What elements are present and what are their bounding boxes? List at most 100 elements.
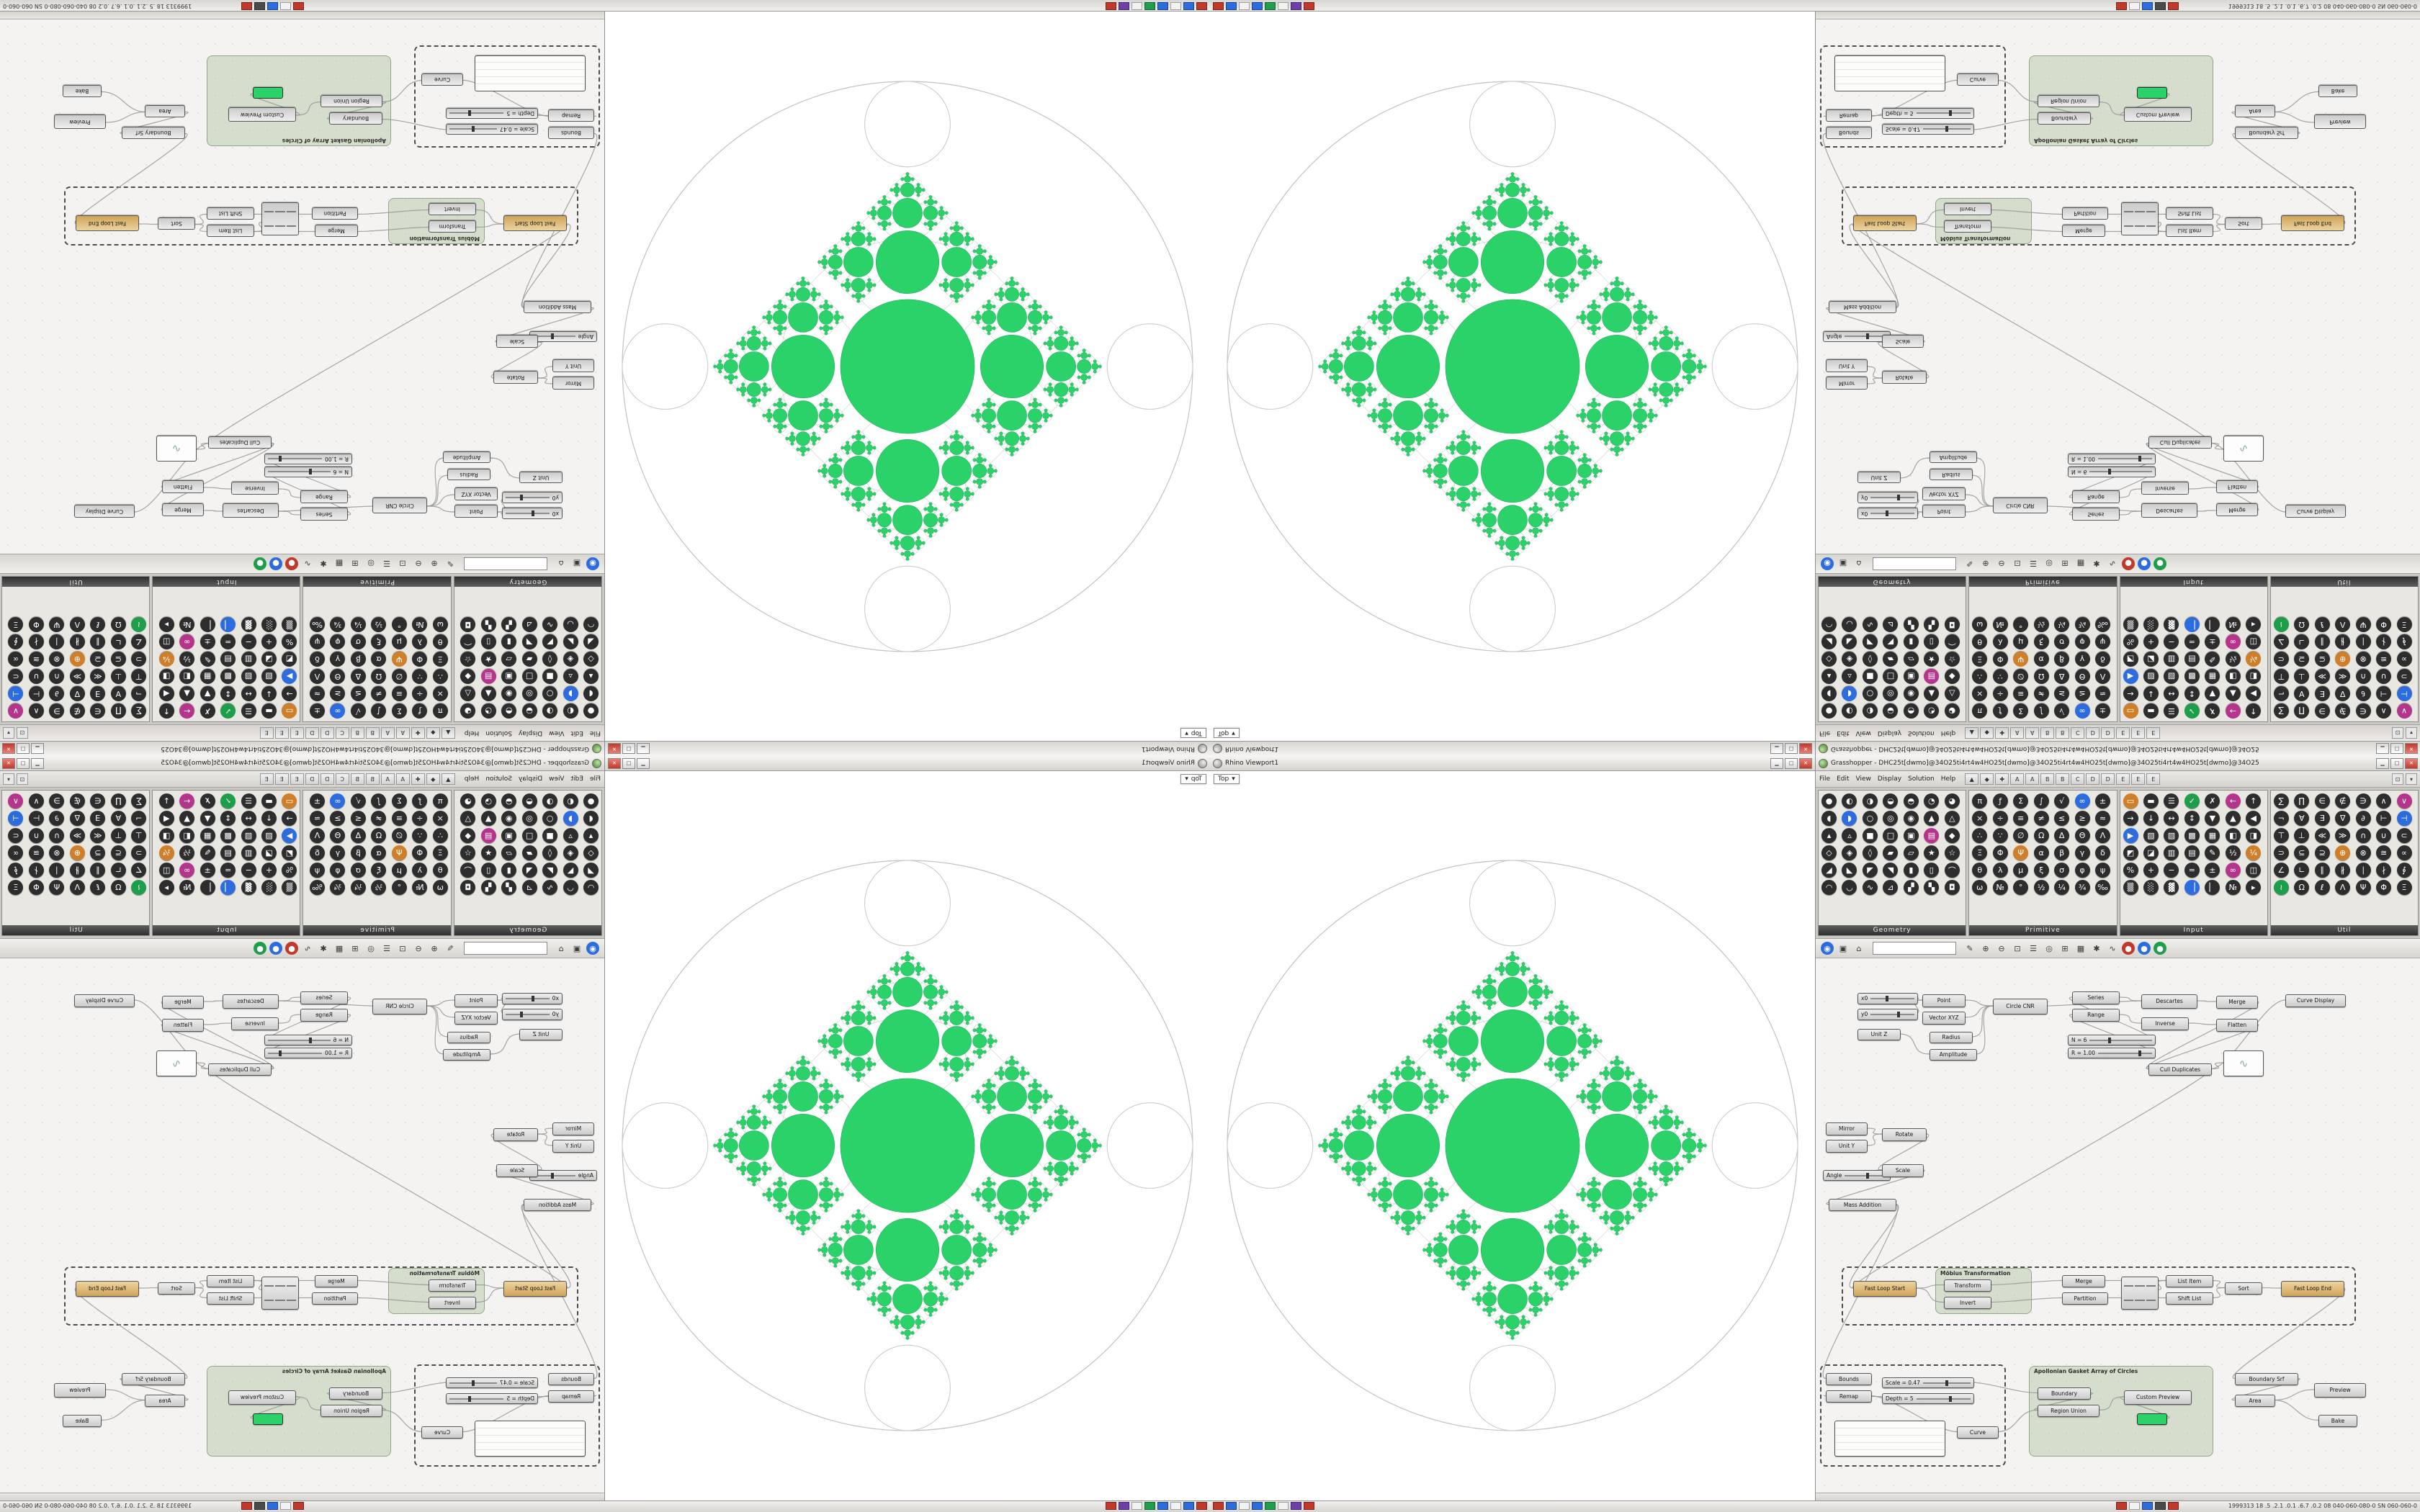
slider-knob[interactable]	[2138, 456, 2142, 462]
palette-component-icon[interactable]: ∞	[2225, 634, 2241, 649]
palette-component-icon[interactable]: ⊂	[2396, 669, 2412, 684]
palette-component-icon[interactable]: ▤	[220, 845, 236, 860]
slider-knob[interactable]	[531, 510, 534, 516]
menu-display[interactable]: Display	[1877, 729, 1902, 737]
palette-component-icon[interactable]: δ	[309, 652, 325, 667]
gh-node[interactable]: Scale = 0.47	[1882, 124, 1974, 135]
gh-node[interactable]: Sort	[158, 1282, 195, 1295]
palette-component-icon[interactable]: ∩	[49, 828, 65, 843]
palette-component-icon[interactable]: ▵	[1842, 669, 1857, 684]
palette-component-icon[interactable]: ←	[179, 793, 195, 809]
palette-component-icon[interactable]: Ψ	[2013, 652, 2029, 667]
palette-component-icon[interactable]: ≅	[28, 845, 44, 860]
palette-component-icon[interactable]: ⊤	[2273, 828, 2289, 843]
taskbar-icon-right-4[interactable]	[241, 2, 252, 10]
palette-component-icon[interactable]: ≪	[90, 828, 106, 843]
menu-file[interactable]: File	[1819, 775, 1831, 783]
palette-component-icon[interactable]: ∮	[2396, 863, 2412, 878]
slider-knob[interactable]	[1945, 126, 1948, 132]
palette-component-icon[interactable]: ◇	[583, 652, 599, 667]
header-icon-0[interactable]: ⊡	[2392, 727, 2403, 739]
palette-component-icon[interactable]: ◐	[563, 703, 578, 719]
palette-component-icon[interactable]: ◇	[1821, 845, 1837, 860]
gh-node[interactable]: Scale	[496, 335, 538, 348]
palette-component-icon[interactable]: ▤	[480, 669, 496, 684]
palette-component-icon[interactable]: ✓	[2184, 793, 2200, 809]
gh-node[interactable]	[2121, 1277, 2159, 1310]
menu-solution[interactable]: Solution	[485, 775, 512, 783]
gh-node[interactable]: List Item	[207, 1275, 254, 1287]
viewport-view-dropdown[interactable]: Top ▾	[1180, 728, 1206, 738]
viewport-canvas[interactable]: Top ▾	[1210, 11, 1815, 741]
gh-node[interactable]: Boundary Srf	[2235, 127, 2298, 139]
palette-component-icon[interactable]: ◈	[1842, 652, 1857, 667]
category-tab-4[interactable]: A	[2025, 773, 2040, 785]
palette-component-icon[interactable]: ●	[1821, 793, 1837, 809]
palette-component-icon[interactable]: ▸	[158, 880, 174, 895]
toolbar-icon-0[interactable]: ◉	[586, 942, 599, 955]
button-cell[interactable]	[286, 1300, 296, 1301]
header-icon-0[interactable]: ⊡	[2392, 773, 2403, 785]
palette-component-icon[interactable]: θ	[432, 634, 448, 649]
palette-component-icon[interactable]: ▼	[2205, 811, 2220, 826]
category-tab-2[interactable]: ✚	[411, 773, 425, 785]
taskbar-icon-right-1[interactable]	[280, 1502, 291, 1510]
palette-component-icon[interactable]: ⊕	[69, 652, 85, 667]
header-icon-0[interactable]: ⊡	[17, 773, 28, 785]
button-cell[interactable]	[2124, 1285, 2134, 1287]
gh-node[interactable]: Transform	[1944, 1279, 1991, 1292]
palette-component-icon[interactable]: ψ	[2095, 634, 2111, 649]
palette-component-icon[interactable]: ∥	[2314, 634, 2330, 649]
menu-edit[interactable]: Edit	[1837, 729, 1850, 737]
toolbar-icon-4[interactable]: ☰	[383, 943, 390, 953]
palette-component-icon[interactable]: ∦	[2335, 634, 2351, 649]
category-tab-12[interactable]: E	[259, 727, 274, 739]
palette-component-icon[interactable]: ✎	[200, 845, 215, 860]
palette-component-icon[interactable]: Ω	[2033, 669, 2049, 684]
palette-component-icon[interactable]: ∋	[49, 793, 65, 809]
palette-component-icon[interactable]: ◣	[1842, 863, 1857, 878]
window-maximize-button[interactable]: □	[1785, 743, 1798, 755]
palette-component-icon[interactable]: √	[2054, 793, 2070, 809]
palette-component-icon[interactable]: ▮	[501, 634, 517, 649]
palette-component-icon[interactable]: ⊤	[131, 669, 147, 684]
palette-component-icon[interactable]: ≡	[391, 686, 407, 701]
menu-view[interactable]: View	[549, 729, 565, 737]
palette-component-icon[interactable]: δ	[2095, 845, 2111, 860]
palette-component-icon[interactable]: ◕	[1944, 793, 1960, 809]
slider-knob[interactable]	[551, 333, 555, 340]
window-maximize-button[interactable]: □	[17, 743, 30, 755]
palette-component-icon[interactable]: ∋	[2355, 793, 2371, 809]
taskbar-icon-right-0[interactable]	[293, 2, 304, 10]
palette-component-icon[interactable]: ▱	[501, 845, 517, 860]
menu-display[interactable]: Display	[1877, 775, 1902, 783]
category-tab-9[interactable]: D	[2101, 773, 2115, 785]
category-tab-0[interactable]: ▲	[441, 727, 455, 739]
category-tab-10[interactable]: E	[2116, 773, 2130, 785]
palette-component-icon[interactable]: ●	[583, 703, 599, 719]
slider-track[interactable]	[268, 1050, 323, 1056]
palette-component-icon[interactable]: ⊂	[8, 828, 24, 843]
taskbar-icon-left-6[interactable]	[1119, 2, 1129, 10]
slider-track[interactable]	[1845, 1172, 1887, 1179]
palette-component-icon[interactable]: ◧	[2225, 669, 2241, 684]
palette-component-icon[interactable]: ▦	[200, 669, 215, 684]
palette-component-icon[interactable]: ▚	[480, 617, 496, 632]
palette-component-icon[interactable]: φ	[330, 863, 346, 878]
palette-component-icon[interactable]: ◢	[1821, 634, 1837, 649]
palette-component-icon[interactable]: ▴	[583, 828, 599, 843]
gh-node[interactable]: Depth = 5	[446, 108, 538, 119]
palette-component-icon[interactable]: Ξ	[432, 845, 448, 860]
slider-track[interactable]	[1870, 1012, 1914, 1017]
taskbar-icon-left-1[interactable]	[1183, 2, 1194, 10]
gh-node[interactable]: Cull Duplicates	[208, 436, 272, 449]
slider-track[interactable]	[2089, 469, 2152, 475]
taskbar-icon-left-1[interactable]	[1226, 2, 1237, 10]
category-tab-4[interactable]: A	[380, 773, 395, 785]
gh-node[interactable]: Unit Y	[552, 1140, 594, 1153]
palette-component-icon[interactable]: ◐	[563, 793, 578, 809]
palette-component-icon[interactable]: ∟	[110, 863, 126, 878]
palette-component-icon[interactable]: ⊇	[2314, 845, 2330, 860]
toolbar-icon-9[interactable]: ∿	[304, 559, 311, 569]
palette-component-icon[interactable]: ◀	[158, 686, 174, 701]
